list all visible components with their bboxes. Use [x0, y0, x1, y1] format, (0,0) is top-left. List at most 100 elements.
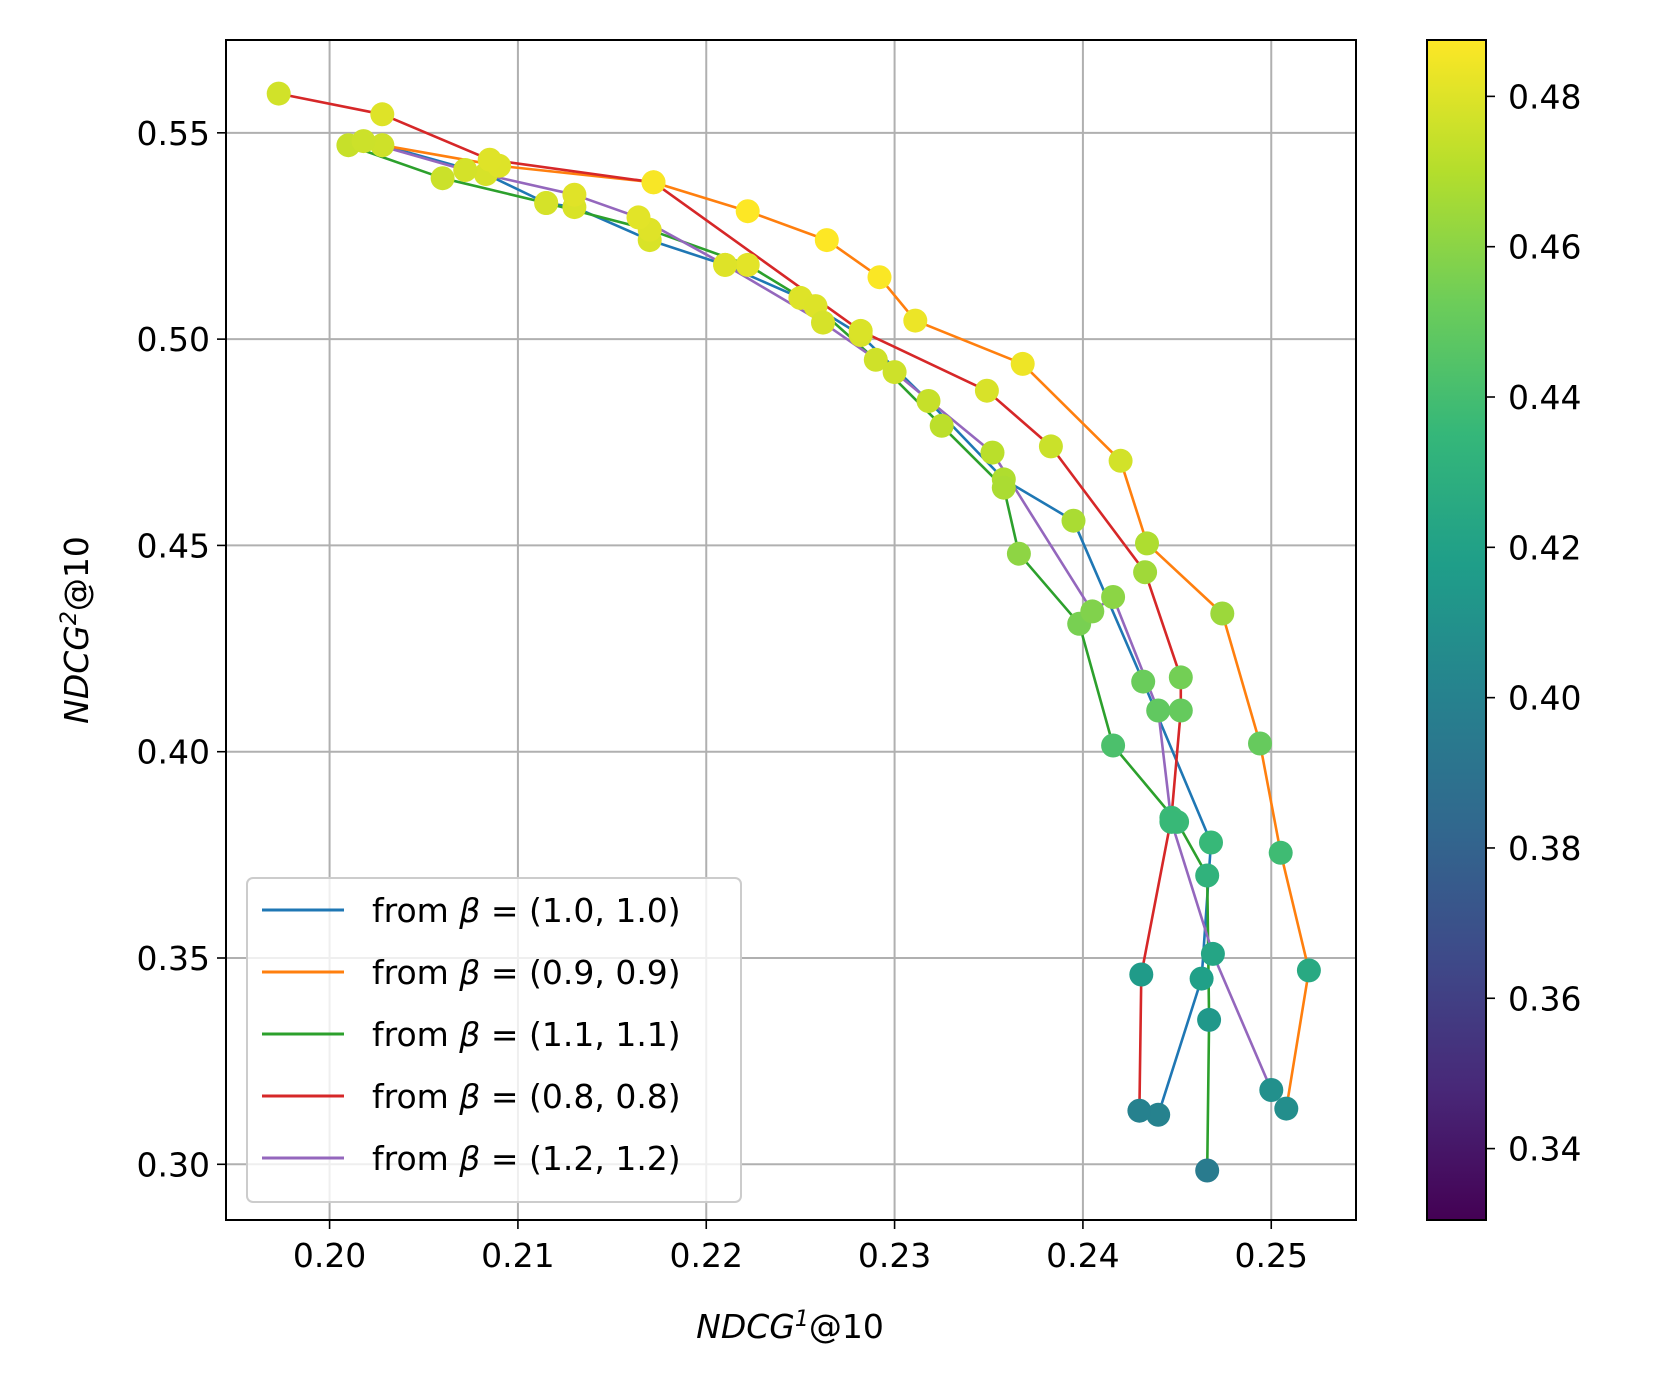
data-point — [370, 102, 395, 127]
legend-label-2: from β = (0.9, 0.9) — [372, 953, 681, 992]
y-tick-label: 0.35 — [137, 939, 210, 978]
data-point — [1135, 531, 1159, 556]
data-point — [1195, 1158, 1220, 1183]
data-point — [1133, 560, 1158, 585]
data-point — [430, 166, 455, 191]
data-point — [735, 199, 760, 224]
data-point — [867, 265, 892, 290]
data-point — [848, 318, 873, 343]
data-point — [1061, 508, 1086, 533]
colorbar-gradient — [1426, 39, 1487, 1221]
x-tick-label: 0.21 — [481, 1236, 554, 1275]
data-point — [980, 440, 1005, 465]
data-point — [1200, 941, 1225, 966]
legend-box — [246, 877, 742, 1203]
data-points — [266, 81, 1321, 1183]
data-point — [1274, 1096, 1299, 1121]
data-point — [1127, 1098, 1152, 1123]
colorbar-tick-label: 0.46 — [1508, 228, 1581, 267]
x-axis-ticks: 0.20 0.21 0.22 0.23 0.24 0.25 — [293, 1220, 1308, 1275]
y-tick-label: 0.45 — [137, 526, 210, 565]
legend-label-5: from β = (1.2, 1.2) — [372, 1139, 681, 1178]
data-point — [351, 129, 376, 154]
data-point — [453, 158, 478, 182]
colorbar-tick-label: 0.42 — [1508, 528, 1581, 567]
colorbar-tick-label: 0.40 — [1508, 679, 1581, 718]
data-point — [1038, 434, 1063, 459]
y-axis-label-main: NDCG — [57, 625, 96, 724]
data-point — [863, 347, 888, 372]
data-point — [735, 252, 760, 277]
data-point — [1199, 830, 1223, 855]
colorbar-tick-label: 0.48 — [1508, 77, 1581, 116]
data-point — [1129, 962, 1154, 987]
data-point — [1006, 541, 1031, 566]
y-tick-label: 0.55 — [137, 114, 210, 153]
data-point — [1268, 840, 1293, 865]
data-point — [1080, 599, 1105, 624]
data-point — [1259, 1078, 1284, 1102]
data-point — [562, 182, 587, 207]
colorbar-tick-label: 0.38 — [1508, 829, 1581, 868]
data-point — [477, 147, 502, 172]
data-point — [1146, 1102, 1171, 1127]
data-point — [1159, 809, 1184, 834]
x-axis-label-sup: 1 — [795, 1307, 809, 1332]
data-point — [266, 81, 291, 106]
x-tick-label: 0.20 — [293, 1236, 366, 1275]
x-tick-label: 0.22 — [670, 1236, 743, 1275]
data-point — [991, 475, 1016, 500]
y-tick-label: 0.30 — [137, 1145, 210, 1184]
data-point — [916, 389, 941, 413]
data-point — [1296, 958, 1321, 983]
colorbar-tick-label: 0.36 — [1508, 979, 1581, 1018]
data-point — [1168, 698, 1193, 723]
data-point — [882, 360, 907, 385]
data-point — [370, 133, 395, 158]
legend-label-3: from β = (1.1, 1.1) — [372, 1015, 681, 1054]
data-point — [929, 413, 954, 438]
x-tick-label: 0.23 — [858, 1236, 931, 1275]
x-tick-label: 0.25 — [1235, 1236, 1308, 1275]
data-point — [1189, 966, 1214, 991]
x-tick-label: 0.24 — [1046, 1236, 1119, 1275]
data-point — [1210, 601, 1235, 626]
data-point — [1248, 731, 1272, 756]
data-point — [814, 228, 839, 253]
y-axis-label: NDCG2@10 — [57, 536, 97, 724]
colorbar-ticks: 0.34 0.36 0.38 0.40 0.42 0.44 0.46 0.48 — [1486, 77, 1581, 1169]
y-tick-label: 0.40 — [137, 733, 210, 772]
x-axis-label-main: NDCG — [696, 1307, 795, 1346]
x-axis-label-suffix: @10 — [809, 1307, 884, 1346]
x-axis-label: NDCG1@10 — [696, 1307, 884, 1347]
data-point — [1168, 665, 1193, 690]
y-axis-ticks: 0.30 0.35 0.40 0.45 0.50 0.55 — [137, 114, 226, 1184]
legend-label-4: from β = (0.8, 0.8) — [372, 1077, 681, 1116]
colorbar-tick-label: 0.34 — [1508, 1130, 1581, 1169]
legend: from β = (1.0, 1.0) from β = (0.9, 0.9) fr… — [246, 877, 742, 1203]
data-point — [903, 308, 928, 333]
colorbar: 0.34 0.36 0.38 0.40 0.42 0.44 0.46 0.48 — [1426, 39, 1581, 1221]
y-axis-label-sup: 2 — [57, 611, 82, 625]
plot-frame — [225, 39, 1357, 1221]
y-axis-label-suffix: @10 — [57, 536, 96, 611]
data-point — [1195, 863, 1220, 888]
series-line-3 — [347, 143, 1211, 1171]
data-point — [1108, 448, 1133, 473]
legend-label-1: from β = (1.0, 1.0) — [372, 891, 681, 930]
data-point — [1010, 351, 1035, 376]
data-point — [1101, 585, 1126, 609]
data-point — [534, 191, 559, 215]
data-point — [1146, 698, 1171, 723]
data-point — [811, 310, 835, 335]
data-point — [713, 252, 738, 277]
colorbar-tick-label: 0.44 — [1508, 378, 1581, 417]
data-point — [1131, 669, 1156, 694]
data-point — [641, 170, 666, 195]
data-point — [1101, 733, 1126, 758]
y-tick-label: 0.50 — [137, 320, 210, 359]
data-point — [626, 205, 651, 230]
data-point — [974, 378, 999, 403]
data-point — [1197, 1007, 1222, 1032]
